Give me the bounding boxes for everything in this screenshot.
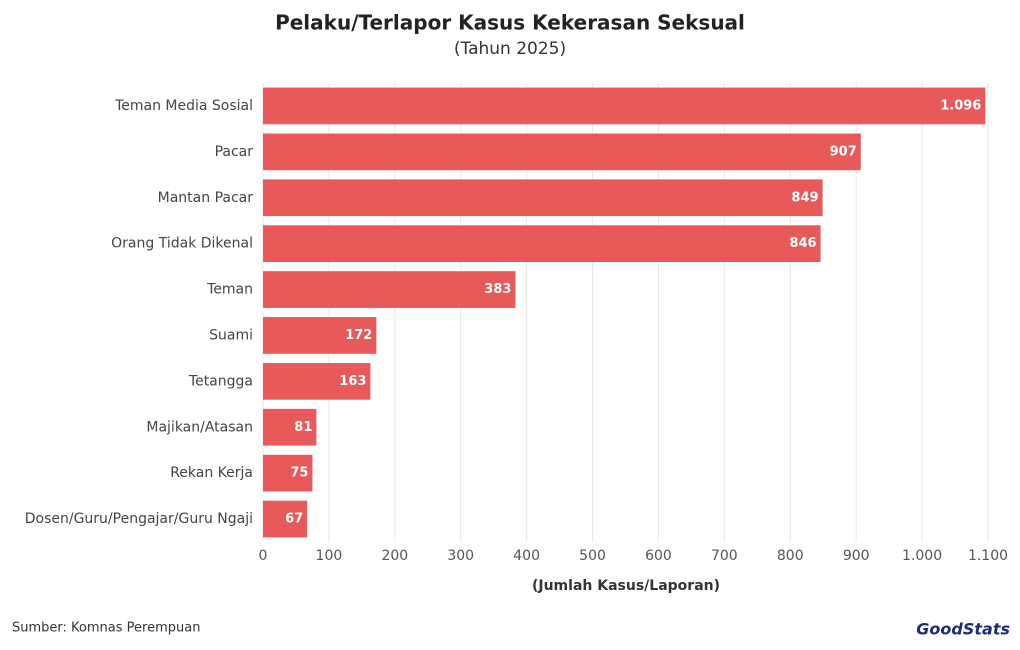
bar — [263, 133, 861, 171]
x-tick-label: 500 — [579, 548, 606, 564]
value-label: 907 — [830, 144, 857, 159]
chart-subtitle: (Tahun 2025) — [454, 39, 566, 59]
y-tick-label: Suami — [209, 327, 253, 343]
chart-title: Pelaku/Terlapor Kasus Kekerasan Seksual — [275, 11, 745, 35]
value-label: 67 — [285, 512, 303, 527]
y-tick-label: Mantan Pacar — [158, 190, 254, 206]
bar — [263, 362, 371, 400]
y-tick-label: Rekan Kerja — [170, 465, 253, 481]
x-tick-label: 200 — [381, 548, 408, 564]
value-label: 81 — [294, 420, 312, 435]
x-tick-label: 600 — [645, 548, 672, 564]
y-tick-label: Tetangga — [188, 373, 253, 389]
value-label: 383 — [484, 282, 511, 297]
x-axis-title: (Jumlah Kasus/Laporan) — [532, 578, 720, 594]
x-tick-label: 300 — [447, 548, 474, 564]
bar — [263, 454, 313, 492]
bar — [263, 500, 308, 538]
bar — [263, 179, 823, 217]
y-tick-label: Orang Tidak Dikenal — [111, 236, 253, 252]
x-tick-label: 400 — [513, 548, 540, 564]
y-tick-label: Teman Media Sosial — [114, 98, 253, 114]
bar — [263, 87, 986, 125]
value-label: 75 — [290, 466, 308, 481]
x-tick-label: 800 — [777, 548, 804, 564]
bar — [263, 225, 821, 263]
y-tick-label: Majikan/Atasan — [146, 419, 253, 435]
value-label: 1.096 — [940, 98, 981, 113]
bar — [263, 271, 516, 308]
value-label: 172 — [345, 328, 372, 343]
x-tick-label: 1.000 — [902, 548, 942, 564]
value-label: 846 — [789, 236, 816, 251]
y-tick-label: Dosen/Guru/Pengajar/Guru Ngaji — [25, 511, 253, 527]
logo: GoodStats — [916, 620, 1010, 639]
bar — [263, 317, 377, 354]
source: Sumber: Komnas Perempuan — [12, 621, 200, 636]
x-tick-label: 700 — [711, 548, 738, 564]
y-tick-label: Teman — [206, 282, 253, 298]
x-tick-label: 0 — [259, 548, 268, 564]
x-tick-label: 100 — [316, 548, 343, 564]
bar — [263, 408, 317, 446]
x-tick-label: 1.100 — [968, 548, 1008, 564]
x-tick-label: 900 — [843, 548, 870, 564]
y-tick-label: Pacar — [215, 144, 254, 160]
value-label: 163 — [339, 374, 366, 389]
value-label: 849 — [791, 190, 818, 205]
